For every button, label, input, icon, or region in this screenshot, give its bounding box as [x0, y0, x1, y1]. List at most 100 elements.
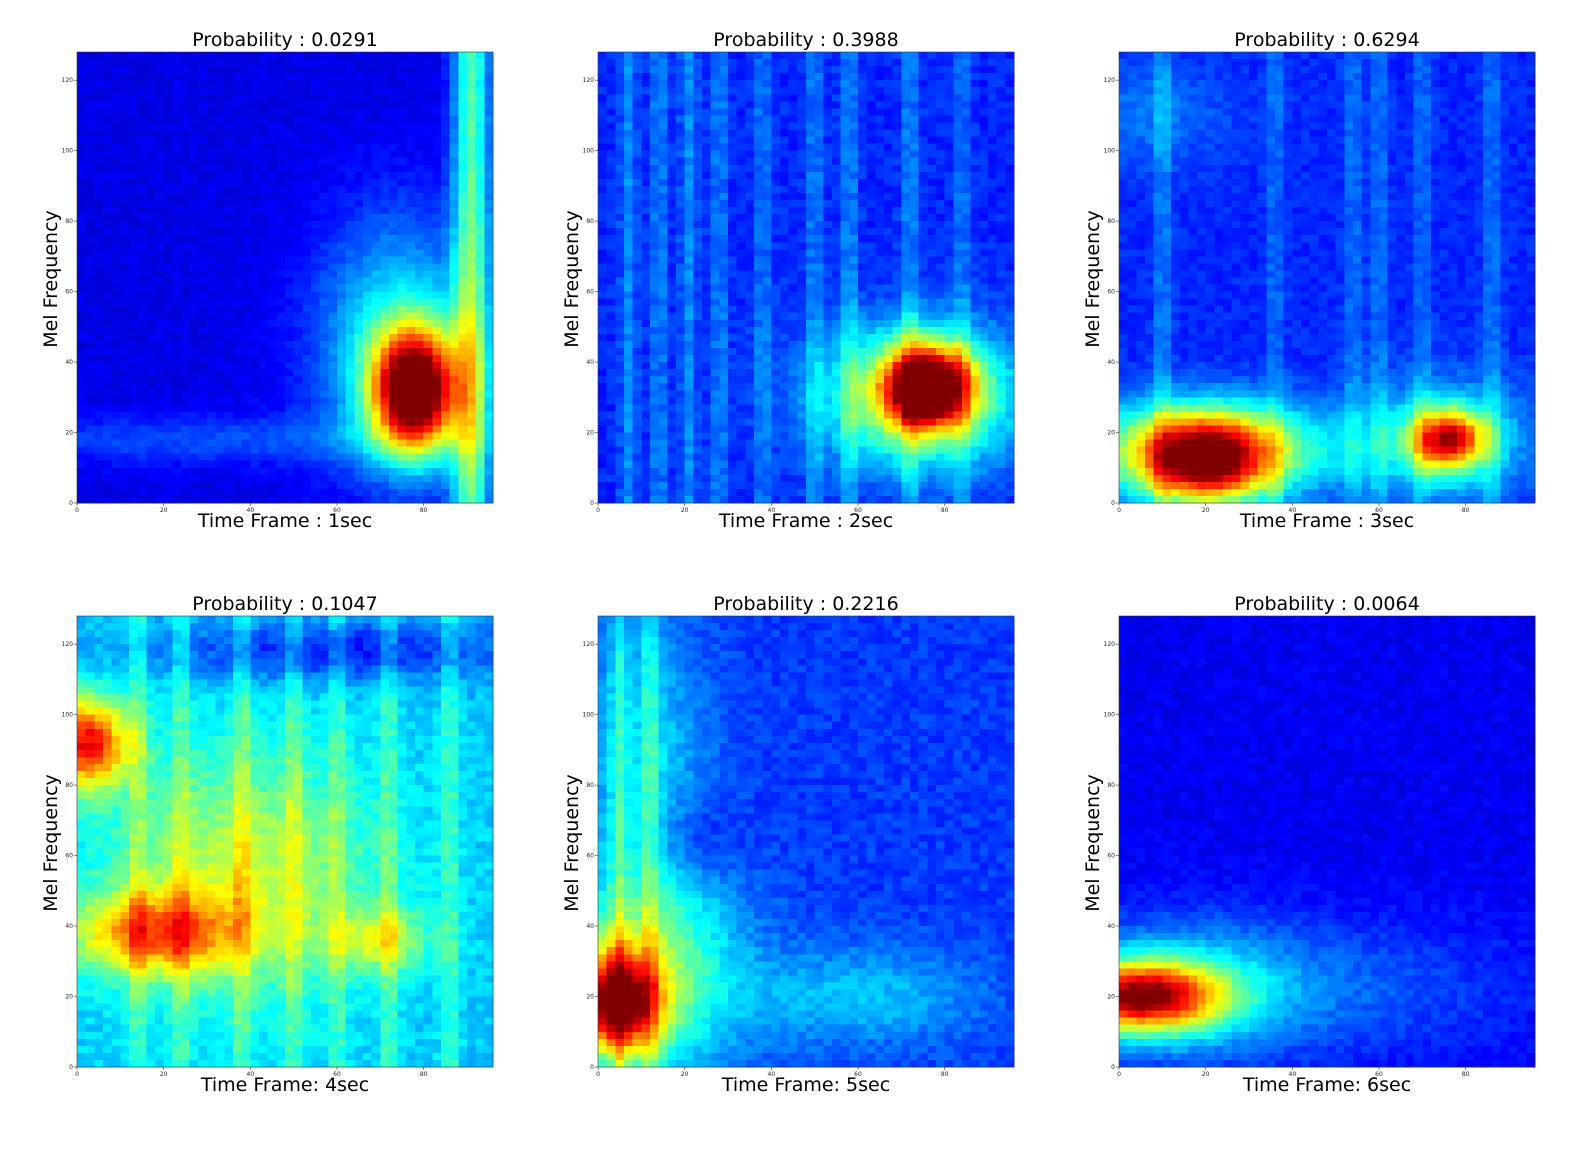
heatmap-panel-6: 0 20 40 60 80 0 20 40 60 80 100 120 Probability : 0.… — [1042, 564, 1536, 1104]
heatmap-plot: 0 20 40 60 80 0 20 40 60 80 100 120 — [62, 615, 494, 1078]
y-axis-label: Mel Frequency — [1082, 210, 1104, 348]
x-tick-label: 0 — [75, 507, 79, 514]
heatmap-cells — [1119, 616, 1536, 1068]
x-axis-label: Time Frame : 2sec — [718, 510, 894, 532]
x-tick-label: 60 — [333, 1071, 341, 1078]
panel-title: Probability : 0.2216 — [713, 593, 899, 615]
y-axis-label: Mel Frequency — [561, 774, 583, 912]
y-tick-label: 60 — [586, 853, 594, 860]
x-tick-label: 80 — [420, 1071, 428, 1078]
y-tick-label: 100 — [583, 712, 595, 719]
heatmap-cells — [77, 616, 494, 1068]
y-tick-label: 20 — [586, 994, 594, 1001]
y-tick-label: 40 — [586, 923, 594, 930]
y-tick-label: 60 — [586, 289, 594, 296]
y-tick-label: 80 — [65, 218, 73, 225]
x-tick-label: 60 — [1375, 507, 1383, 514]
x-tick-label: 20 — [160, 507, 168, 514]
y-tick-label: 20 — [65, 994, 73, 1001]
y-tick-label: 40 — [1107, 923, 1115, 930]
heatmap-plot: 0 20 40 60 80 0 20 40 60 80 100 120 — [62, 51, 494, 514]
x-tick-label: 0 — [596, 507, 600, 514]
y-tick-label: 40 — [1107, 359, 1115, 366]
y-tick-label: 60 — [65, 289, 73, 296]
x-axis-label: Time Frame : 1sec — [197, 510, 373, 532]
x-axis-label: Time Frame: 4sec — [200, 1074, 370, 1096]
panel-title: Probability : 0.3988 — [713, 29, 899, 51]
x-tick-label: 80 — [941, 1071, 949, 1078]
x-tick-label: 20 — [1202, 1071, 1210, 1078]
y-tick-label: 40 — [586, 359, 594, 366]
x-tick-label: 80 — [1462, 507, 1470, 514]
y-axis-label: Mel Frequency — [40, 774, 62, 912]
x-tick-label: 40 — [768, 507, 776, 514]
y-tick-label: 80 — [586, 218, 594, 225]
x-tick-label: 80 — [1462, 1071, 1470, 1078]
heatmap-plot: 0 20 40 60 80 0 20 40 60 80 100 120 — [1104, 51, 1536, 514]
y-tick-label: 120 — [583, 641, 595, 648]
y-tick-label: 0 — [69, 500, 73, 507]
y-tick-label: 0 — [69, 1064, 73, 1071]
y-tick-label: 0 — [590, 1064, 594, 1071]
y-tick-label: 20 — [1107, 430, 1115, 437]
heatmap-cells — [598, 616, 1015, 1068]
panel-title: Probability : 0.0064 — [1234, 593, 1420, 615]
y-tick-label: 60 — [1107, 853, 1115, 860]
x-tick-label: 80 — [420, 507, 428, 514]
y-tick-label: 100 — [583, 148, 595, 155]
y-tick-label: 20 — [1107, 994, 1115, 1001]
x-tick-label: 40 — [1289, 507, 1297, 514]
x-tick-label: 20 — [681, 1071, 689, 1078]
y-tick-label: 100 — [1104, 712, 1116, 719]
y-tick-label: 40 — [65, 359, 73, 366]
y-tick-label: 80 — [65, 782, 73, 789]
heatmap-panel-3: 0 20 40 60 80 0 20 40 60 80 100 120 Probability : 0.… — [1042, 0, 1536, 540]
x-tick-label: 20 — [160, 1071, 168, 1078]
y-axis-label: Mel Frequency — [40, 210, 62, 348]
y-tick-label: 20 — [65, 430, 73, 437]
x-tick-label: 60 — [854, 1071, 862, 1078]
y-axis-label: Mel Frequency — [1082, 774, 1104, 912]
x-tick-label: 40 — [1289, 1071, 1297, 1078]
panel-title: Probability : 0.0291 — [192, 29, 378, 51]
x-tick-label: 40 — [247, 507, 255, 514]
y-tick-label: 120 — [62, 77, 74, 84]
y-tick-label: 100 — [62, 148, 74, 155]
heatmap-plot: 0 20 40 60 80 0 20 40 60 80 100 120 — [583, 615, 1015, 1078]
heatmap-cells — [598, 52, 1015, 504]
x-axis-label: Time Frame : 3sec — [1239, 510, 1415, 532]
heatmap-cells — [1119, 52, 1536, 504]
y-tick-label: 60 — [1107, 289, 1115, 296]
y-tick-label: 80 — [586, 782, 594, 789]
y-tick-label: 0 — [1111, 500, 1115, 507]
x-tick-label: 60 — [854, 507, 862, 514]
x-tick-label: 60 — [1375, 1071, 1383, 1078]
x-tick-label: 80 — [941, 507, 949, 514]
x-tick-label: 0 — [1117, 507, 1121, 514]
y-tick-label: 100 — [1104, 148, 1116, 155]
x-tick-label: 40 — [768, 1071, 776, 1078]
y-tick-label: 120 — [1104, 77, 1116, 84]
heatmap-panel-2: 0 20 40 60 80 0 20 40 60 80 100 120 Probability : 0.… — [521, 0, 1015, 540]
heatmap-plot: 0 20 40 60 80 0 20 40 60 80 100 120 — [1104, 615, 1536, 1078]
heatmap-panel-4: 0 20 40 60 80 0 20 40 60 80 100 120 Probability : 0.… — [0, 564, 494, 1104]
x-tick-label: 0 — [1117, 1071, 1121, 1078]
y-tick-label: 40 — [65, 923, 73, 930]
y-tick-label: 100 — [62, 712, 74, 719]
y-tick-label: 0 — [590, 500, 594, 507]
y-tick-label: 120 — [583, 77, 595, 84]
x-tick-label: 20 — [681, 507, 689, 514]
x-tick-label: 0 — [596, 1071, 600, 1078]
y-tick-label: 80 — [1107, 218, 1115, 225]
x-tick-label: 0 — [75, 1071, 79, 1078]
y-tick-label: 0 — [1111, 1064, 1115, 1071]
heatmap-cells — [77, 52, 494, 504]
y-tick-label: 120 — [62, 641, 74, 648]
heatmap-plot: 0 20 40 60 80 0 20 40 60 80 100 120 — [583, 51, 1015, 514]
y-tick-label: 80 — [1107, 782, 1115, 789]
x-tick-label: 20 — [1202, 507, 1210, 514]
y-tick-label: 20 — [586, 430, 594, 437]
x-axis-label: Time Frame: 5sec — [721, 1074, 891, 1096]
x-tick-label: 60 — [333, 507, 341, 514]
panel-title: Probability : 0.6294 — [1234, 29, 1420, 51]
